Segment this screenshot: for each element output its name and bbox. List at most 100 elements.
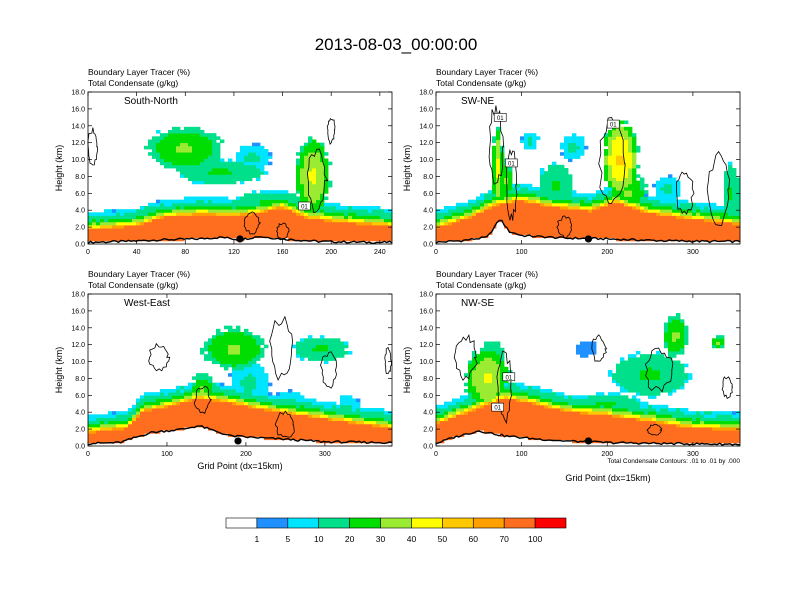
colorbar-swatch — [225, 517, 258, 529]
y-tick-label: 10.0 — [71, 157, 85, 164]
location-marker — [234, 437, 242, 445]
y-tick-label: 2.0 — [75, 427, 85, 434]
contour-footnote: Total Condensate Contours: .01 to .01 by… — [607, 458, 740, 465]
condensate-contour — [506, 148, 518, 221]
variable-label-tracer: Boundary Layer Tracer (%) — [436, 269, 538, 279]
panel-sw-ne: 01 01 01 0.0 2.0 4.0 6.0 8.0 10.0 12.0 14.0 16.0 18.… — [402, 67, 741, 256]
y-tick-label: 18.0 — [71, 90, 85, 97]
y-tick-label: 4.0 — [75, 208, 85, 215]
condensate-contour — [276, 222, 290, 241]
y-tick-label: 6.0 — [75, 393, 85, 400]
colorbar-swatch — [287, 517, 320, 529]
colorbar-label: 70 — [499, 534, 509, 544]
condensate-contour — [269, 315, 294, 381]
colorbar-swatch — [380, 517, 412, 529]
panel-nw-se: 01 01 0.0 2.0 4.0 6.0 8.0 10.0 12.0 14.0 16.0 18.0 H… — [402, 269, 741, 483]
tracer-field-west-east — [88, 325, 393, 444]
location-marker — [236, 235, 244, 243]
condensate-contour — [721, 376, 734, 400]
panel-label: NW-SE — [461, 298, 494, 309]
x-tick-label: 80 — [181, 249, 189, 256]
variable-label-tracer: Boundary Layer Tracer (%) — [88, 67, 190, 77]
y-tick-label: 0.0 — [423, 242, 433, 249]
variable-label-tracer: Boundary Layer Tracer (%) — [436, 67, 538, 77]
x-tick-label: 240 — [374, 249, 386, 256]
y-tick-label: 0.0 — [75, 242, 85, 249]
condensate-contour — [243, 211, 262, 235]
x-tick-label: 120 — [228, 249, 240, 256]
condensate-contour — [193, 385, 212, 414]
y-tick-label: 10.0 — [419, 359, 433, 366]
variable-label-tracer: Boundary Layer Tracer (%) — [88, 269, 190, 279]
x-tick-label: 0 — [86, 451, 90, 458]
x-axis-label: Grid Point (dx=15km) — [197, 461, 282, 471]
x-tick-label: 40 — [133, 249, 141, 256]
y-tick-label: 18.0 — [419, 292, 433, 299]
y-tick-label: 14.0 — [71, 123, 85, 130]
condensate-contour — [384, 346, 393, 374]
y-tick-label: 0.0 — [75, 444, 85, 451]
colorbar-swatch — [318, 517, 350, 529]
y-tick-label: 16.0 — [71, 308, 85, 315]
colorbar-label: 30 — [376, 534, 386, 544]
condensate-contour — [706, 150, 730, 227]
x-tick-label: 200 — [240, 451, 252, 458]
y-tick-label: 18.0 — [419, 90, 433, 97]
y-tick-label: 2.0 — [423, 427, 433, 434]
condensate-contour — [646, 424, 663, 436]
condensate-contour — [556, 215, 572, 239]
contour-label: 01 — [301, 205, 308, 211]
y-tick-label: 6.0 — [75, 191, 85, 198]
plot-frame — [435, 293, 741, 447]
condensate-contour — [453, 334, 478, 382]
location-marker — [584, 235, 593, 243]
y-tick-label: 14.0 — [419, 325, 433, 332]
panel-label: West-East — [124, 298, 170, 309]
colorbar-label: 100 — [528, 534, 542, 544]
x-tick-label: 200 — [601, 451, 613, 458]
x-tick-label: 300 — [687, 249, 699, 256]
x-tick-label: 200 — [601, 249, 613, 256]
x-tick-label: 0 — [86, 249, 90, 256]
panel-label: SW-NE — [461, 96, 494, 107]
colorbar-swatch — [442, 517, 474, 529]
tracer-field-nw-se — [436, 313, 741, 444]
y-tick-label: 12.0 — [419, 342, 433, 349]
condensate-contour — [148, 342, 171, 372]
plot-frame — [87, 91, 393, 245]
y-tick-label: 4.0 — [423, 410, 433, 417]
condensate-contour — [320, 351, 338, 389]
y-tick-label: 8.0 — [423, 376, 433, 383]
y-tick-label: 0.0 — [423, 444, 433, 451]
y-tick-label: 8.0 — [423, 174, 433, 181]
variable-label-condensate: Total Condensate (g/kg) — [436, 78, 526, 88]
terrain-line-west-east — [87, 425, 393, 446]
figure-title: 2013-08-03_00:00:00 — [315, 35, 478, 54]
y-tick-label: 2.0 — [75, 225, 85, 232]
contour-label: 01 — [497, 116, 504, 122]
condensate-contour — [591, 334, 608, 362]
condensate-contour — [496, 350, 512, 425]
colorbar-label: 20 — [345, 534, 355, 544]
y-tick-label: 16.0 — [71, 106, 85, 113]
y-tick-label: 16.0 — [419, 308, 433, 315]
variable-label-condensate: Total Condensate (g/kg) — [88, 78, 178, 88]
y-tick-label: 12.0 — [71, 342, 85, 349]
x-tick-label: 100 — [516, 249, 528, 256]
y-tick-label: 6.0 — [423, 191, 433, 198]
y-axis-label: Height (km) — [54, 347, 64, 394]
contour-label-box — [493, 113, 507, 122]
x-tick-label: 100 — [161, 451, 173, 458]
colorbar-label: 10 — [314, 534, 324, 544]
colorbar: 1 5 10 20 30 40 50 60 70 100 — [225, 517, 567, 544]
panel-west-east: 0.0 2.0 4.0 6.0 8.0 10.0 12.0 14.0 16.0 18.0 Heigh… — [54, 269, 393, 471]
colorbar-swatch — [411, 517, 443, 529]
contour-label-box — [606, 119, 620, 129]
y-axis-label: Height (km) — [54, 145, 64, 192]
panel-label: South-North — [124, 96, 178, 107]
x-tick-label: 300 — [687, 451, 699, 458]
x-tick-label: 160 — [277, 249, 289, 256]
contour-label: 01 — [494, 406, 501, 412]
y-tick-label: 2.0 — [423, 225, 433, 232]
